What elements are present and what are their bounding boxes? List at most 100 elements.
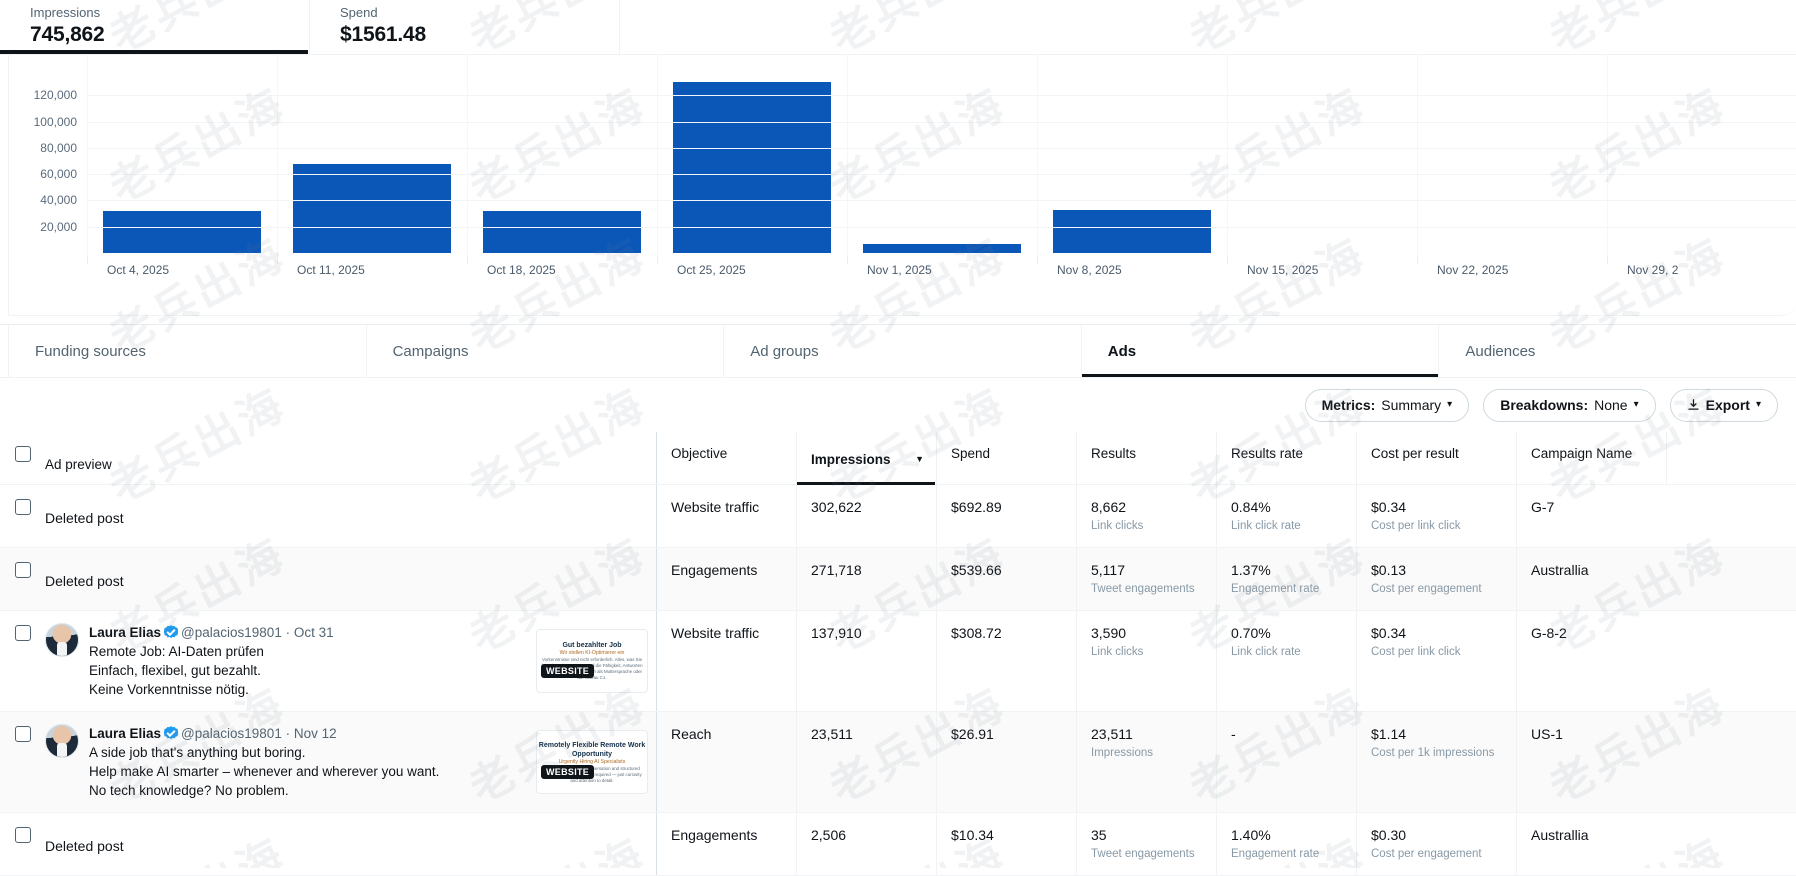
tweet-preview[interactable]: Laura Elias @palacios19801 · Nov 12 A side… — [45, 724, 648, 800]
tab-campaigns[interactable]: Campaigns — [367, 325, 725, 377]
website-badge: WEBSITE — [541, 765, 595, 779]
chart-x-tick-mark — [1037, 256, 1038, 264]
row-select-cell — [0, 548, 45, 610]
chevron-down-icon: ▾ — [1633, 399, 1639, 410]
cell-spend: $692.89 — [937, 485, 1077, 547]
row-checkbox[interactable] — [14, 499, 31, 515]
cell-spend: $10.34 — [937, 813, 1077, 875]
table-header-left: Ad preview — [0, 432, 657, 484]
metric-card-impressions[interactable]: Impressions 745,862 — [0, 0, 310, 54]
row-checkbox[interactable] — [14, 625, 31, 641]
objective-value: Engagements — [671, 827, 758, 843]
row-select-cell — [0, 485, 45, 547]
chart-vertical-gridline — [277, 55, 278, 259]
row-checkbox[interactable] — [14, 827, 31, 843]
objective-value: Reach — [671, 726, 712, 742]
tweet-media-card[interactable]: Remotely Flexible Remote Work Opportunit… — [536, 730, 648, 794]
export-label: Export — [1705, 397, 1750, 413]
header-impressions[interactable]: Impressions ▼ — [797, 432, 937, 485]
chart-bar[interactable] — [673, 82, 831, 253]
impressions-value: 23,511 — [811, 726, 853, 742]
table-row[interactable]: Laura Elias @palacios19801 · Oct 31 Remote… — [0, 611, 1796, 712]
table-row[interactable]: Deleted post Website traffic 302,622 $692.8… — [0, 485, 1796, 548]
export-button[interactable]: Export ▾ — [1669, 388, 1778, 422]
cell-results: 5,117 Tweet engagements — [1077, 548, 1217, 610]
header-cost-per-result[interactable]: Cost per result — [1357, 432, 1517, 484]
ads-table: Ad preview Objective Impressions ▼ Spend… — [0, 432, 1796, 876]
tweet-preview[interactable]: Laura Elias @palacios19801 · Oct 31 Remote… — [45, 623, 648, 699]
entity-tabs-bar: Funding sources Campaigns Ad groups Ads … — [0, 325, 1796, 378]
results-rate-sublabel: Engagement rate — [1231, 848, 1320, 860]
header-objective[interactable]: Objective — [657, 432, 797, 484]
tweet-separator: · — [281, 625, 294, 640]
row-select-cell — [0, 611, 45, 711]
impressions-value: 137,910 — [811, 625, 862, 641]
row-checkbox[interactable] — [14, 562, 31, 578]
chart-vertical-gridline — [87, 55, 88, 259]
chevron-down-icon: ▾ — [1447, 399, 1453, 410]
tweet-media-card[interactable]: Gut bezahlter Job Wir stellen KI-Optimier… — [536, 629, 648, 693]
header-spend[interactable]: Spend — [937, 432, 1077, 484]
table-toolbar: Metrics: Summary ▾ Breakdowns: None ▾ Ex… — [0, 378, 1796, 432]
metric-card-spend[interactable]: Spend $1561.48 — [310, 0, 620, 54]
chart-bar[interactable] — [293, 163, 451, 253]
cell-cost-per-result: $0.13 Cost per engagement — [1357, 548, 1517, 610]
objective-value: Website traffic — [671, 625, 760, 641]
cost-per-result-sublabel: Cost per 1k impressions — [1371, 747, 1495, 759]
avatar — [45, 623, 79, 657]
cell-objective: Engagements — [657, 548, 797, 610]
tab-ads[interactable]: Ads — [1081, 325, 1440, 377]
header-campaign-name[interactable]: Campaign Name — [1517, 432, 1667, 484]
impressions-value: 271,718 — [811, 562, 862, 578]
chart-x-tick-label: Oct 18, 2025 — [487, 263, 556, 277]
table-row[interactable]: Deleted post Engagements 2,506 $10.34 35 Twee… — [0, 813, 1796, 876]
metrics-selector-button[interactable]: Metrics: Summary ▾ — [1304, 388, 1470, 422]
chart-bar[interactable] — [1053, 209, 1211, 253]
cell-impressions: 137,910 — [797, 611, 937, 711]
metrics-selector-value: Summary — [1381, 397, 1442, 413]
chart-plot-area: 20,000 40,000 60,000 80,000 100,000 120,000 — [34, 55, 1796, 259]
chart-x-tick-mark — [467, 256, 468, 264]
chart-x-tick-label: Nov 22, 2025 — [1437, 263, 1509, 277]
cell-impressions: 302,622 — [797, 485, 937, 547]
metrics-empty-space — [620, 0, 1796, 54]
chart-gridline — [87, 95, 1796, 97]
select-all-cell — [0, 432, 45, 484]
tweet-handle: @palacios19801 — [181, 625, 282, 640]
chart-x-tick-mark — [847, 256, 848, 264]
cell-cost-per-result: $1.14 Cost per 1k impressions — [1357, 712, 1517, 812]
breakdowns-selector-button[interactable]: Breakdowns: None ▾ — [1483, 388, 1656, 422]
tweet-body: Laura Elias @palacios19801 · Oct 31 Remote… — [89, 623, 526, 699]
avatar — [45, 724, 79, 758]
ad-preview-cell: Deleted post — [45, 548, 656, 610]
chart-bar[interactable] — [483, 210, 641, 253]
cell-objective: Reach — [657, 712, 797, 812]
tab-audiences[interactable]: Audiences — [1439, 325, 1796, 377]
tab-funding-sources[interactable]: Funding sources — [9, 325, 367, 377]
cell-campaign-name: Australlia — [1517, 813, 1667, 875]
chart-bar[interactable] — [103, 210, 261, 253]
row-checkbox[interactable] — [14, 726, 31, 742]
spend-value: $10.34 — [951, 827, 994, 843]
tweet-separator: · — [281, 726, 294, 741]
chart-bar[interactable] — [863, 243, 1021, 253]
results-rate-value: 0.84% — [1231, 499, 1271, 515]
row-left-pane: Deleted post — [0, 485, 657, 547]
table-row[interactable]: Deleted post Engagements 271,718 $539.66 5,1… — [0, 548, 1796, 611]
select-all-checkbox[interactable] — [14, 446, 31, 462]
tab-ad-groups[interactable]: Ad groups — [724, 325, 1082, 377]
chart-y-tick-label: 120,000 — [33, 88, 77, 103]
ad-preview-cell: Laura Elias @palacios19801 · Nov 12 A side… — [45, 712, 656, 812]
header-results-rate[interactable]: Results rate — [1217, 432, 1357, 484]
results-sublabel: Tweet engagements — [1091, 583, 1195, 595]
header-results[interactable]: Results — [1077, 432, 1217, 484]
results-value: 5,117 — [1091, 562, 1125, 578]
campaign-name-value: G-8-2 — [1531, 625, 1567, 641]
cell-impressions: 2,506 — [797, 813, 937, 875]
metric-value: 745,862 — [30, 23, 105, 46]
table-row[interactable]: Laura Elias @palacios19801 · Nov 12 A side… — [0, 712, 1796, 813]
chart-x-tick-label: Nov 8, 2025 — [1057, 263, 1122, 277]
cell-results: 3,590 Link clicks — [1077, 611, 1217, 711]
deleted-post-label: Deleted post — [45, 510, 124, 526]
tweet-text-line-1: Remote Job: AI-Daten prüfen — [89, 644, 264, 659]
